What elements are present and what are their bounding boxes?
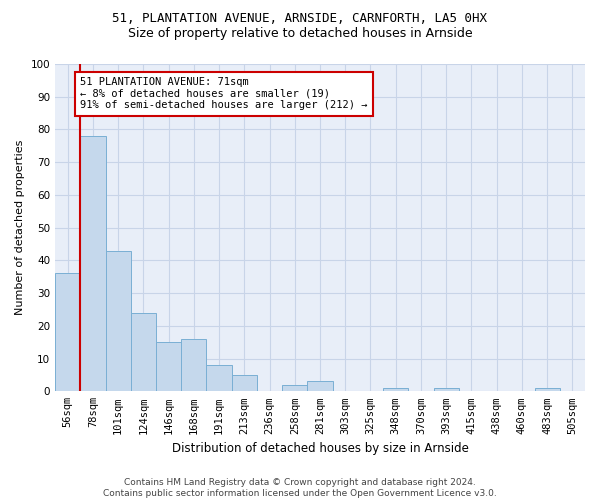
- Bar: [434, 388, 459, 392]
- Bar: [80, 136, 106, 392]
- Text: Size of property relative to detached houses in Arnside: Size of property relative to detached ho…: [128, 28, 472, 40]
- Bar: [535, 388, 560, 392]
- Text: 51, PLANTATION AVENUE, ARNSIDE, CARNFORTH, LA5 0HX: 51, PLANTATION AVENUE, ARNSIDE, CARNFORT…: [113, 12, 487, 26]
- Bar: [282, 385, 307, 392]
- Bar: [307, 382, 332, 392]
- Text: 51 PLANTATION AVENUE: 71sqm
← 8% of detached houses are smaller (19)
91% of semi: 51 PLANTATION AVENUE: 71sqm ← 8% of deta…: [80, 77, 368, 110]
- Bar: [55, 274, 80, 392]
- X-axis label: Distribution of detached houses by size in Arnside: Distribution of detached houses by size …: [172, 442, 469, 455]
- Y-axis label: Number of detached properties: Number of detached properties: [15, 140, 25, 316]
- Bar: [383, 388, 409, 392]
- Bar: [156, 342, 181, 392]
- Text: Contains HM Land Registry data © Crown copyright and database right 2024.
Contai: Contains HM Land Registry data © Crown c…: [103, 478, 497, 498]
- Bar: [232, 375, 257, 392]
- Bar: [131, 313, 156, 392]
- Bar: [106, 250, 131, 392]
- Bar: [181, 339, 206, 392]
- Bar: [206, 365, 232, 392]
